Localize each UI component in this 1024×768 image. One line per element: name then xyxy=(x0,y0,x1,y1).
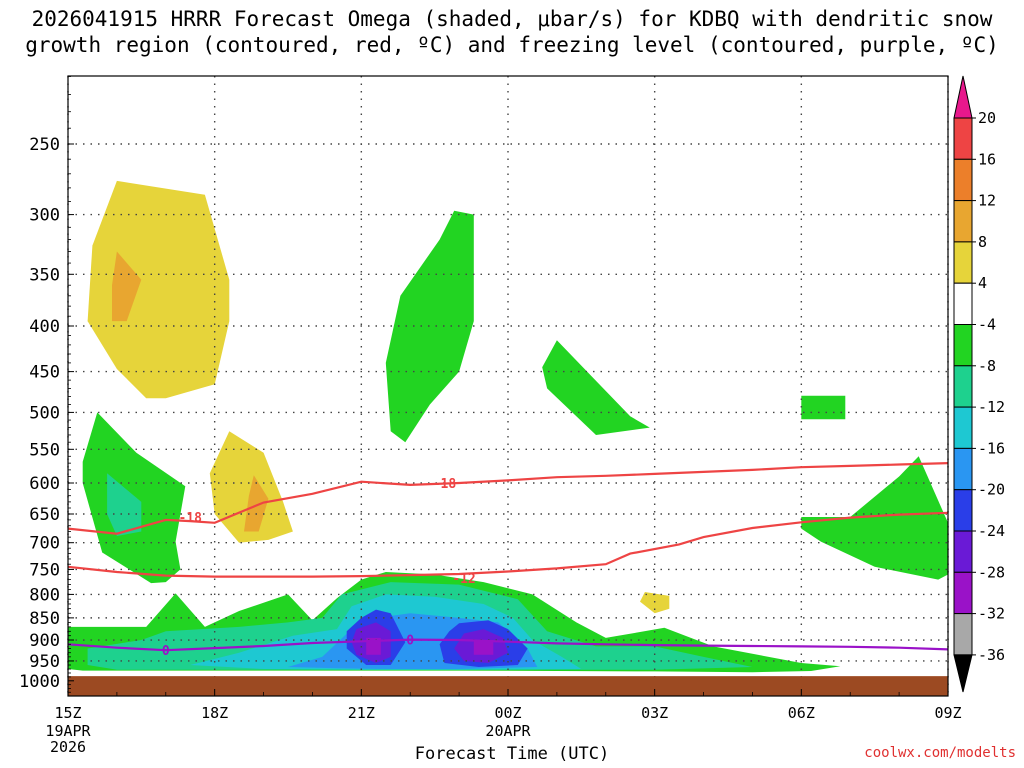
contour-line-2 xyxy=(68,638,948,652)
y-tick-label-450: 450 xyxy=(29,363,60,383)
colorbar-top-arrow xyxy=(953,75,973,119)
colorbar: 20 16 12 8 4 -4 -8 -12 -16 -20 -24 -28 -32 -36 xyxy=(953,75,1005,693)
y-tick-label-600: 600 xyxy=(29,474,60,494)
colorbar-label-8: -16 xyxy=(978,439,1005,457)
shaded-region-8 xyxy=(542,340,650,435)
shaded-region-7 xyxy=(385,210,474,443)
ground-band xyxy=(68,676,948,696)
y-tick-label-800: 800 xyxy=(29,585,60,605)
chart-title-line-1: 2026041915 HRRR Forecast Omega (shaded, … xyxy=(31,7,993,31)
contour-lines xyxy=(68,462,948,652)
y-tick-label-650: 650 xyxy=(29,505,60,525)
x-tick-label-0: 15Z xyxy=(54,704,81,722)
colorbar-band-7 xyxy=(953,365,973,408)
y-tick-label-1000: 1000 xyxy=(19,672,60,692)
y-tick-label-350: 350 xyxy=(29,265,60,285)
colorbar-label-3: 8 xyxy=(978,233,987,251)
x-tick-label-3: 18Z xyxy=(201,704,228,722)
colorbar-label-2: 12 xyxy=(978,192,996,210)
x-tick-label-18: 09Z xyxy=(934,704,961,722)
shaded-region-9 xyxy=(801,395,846,420)
shaded-region-10 xyxy=(801,456,948,580)
colorbar-label-1: 16 xyxy=(978,150,996,168)
colorbar-label-6: -8 xyxy=(978,357,996,375)
colorbar-label-9: -20 xyxy=(978,481,1005,499)
colorbar-band-8 xyxy=(953,406,973,449)
contour-label-0-0: -18 xyxy=(178,511,202,526)
shaded-region-20 xyxy=(473,640,494,655)
contour-labels: -18 -18 -12 0 0 xyxy=(162,477,476,659)
shaded-region-1 xyxy=(112,251,142,322)
colorbar-label-13: -36 xyxy=(978,646,1005,664)
colorbar-band-9 xyxy=(953,447,973,491)
y-axis: 2503003504004505005506006507007508008509… xyxy=(19,76,74,693)
contour-label-1-0: -12 xyxy=(452,572,475,587)
y-tick-label-300: 300 xyxy=(29,206,60,226)
shaded-region-19 xyxy=(366,637,381,655)
x-tick-label-15: 06Z xyxy=(788,704,815,722)
x-sublabel-0-0: 19APR xyxy=(45,722,91,740)
shaded-region-4 xyxy=(640,592,670,614)
colorbar-label-10: -24 xyxy=(978,522,1005,540)
contour-label-2-1: 0 xyxy=(406,634,414,649)
colorbar-label-11: -28 xyxy=(978,563,1005,581)
colorbar-band-5 xyxy=(953,282,973,326)
contour-line-1 xyxy=(68,511,948,578)
colorbar-label-5: -4 xyxy=(978,316,996,334)
colorbar-band-3 xyxy=(953,200,973,243)
colorbar-band-10 xyxy=(953,489,973,532)
y-tick-label-750: 750 xyxy=(29,560,60,580)
y-tick-label-700: 700 xyxy=(29,534,60,554)
shaded-region-6 xyxy=(107,473,142,536)
colorbar-label-12: -32 xyxy=(978,605,1005,623)
x-tick-label-9: 00Z xyxy=(494,704,521,722)
chart-title-line-2: growth region (contoured, red, ºC) and f… xyxy=(25,33,999,57)
colorbar-label-4: 4 xyxy=(978,274,987,292)
contour-line-0 xyxy=(68,462,948,535)
omega-shading xyxy=(68,180,948,673)
colorbar-band-12 xyxy=(953,571,973,615)
contour-label-2-0: 0 xyxy=(162,644,170,659)
y-tick-label-400: 400 xyxy=(29,317,60,337)
x-axis-label: Forecast Time (UTC) xyxy=(414,744,610,764)
colorbar-band-4 xyxy=(953,241,973,284)
colorbar-bottom-arrow xyxy=(953,654,973,693)
colorbar-band-2 xyxy=(953,158,973,202)
colorbar-label-0: 20 xyxy=(978,109,996,127)
contour-label-0-1: -18 xyxy=(433,477,457,492)
colorbar-band-13 xyxy=(953,613,973,656)
colorbar-band-1 xyxy=(953,117,973,160)
x-sublabel-0-1: 2026 xyxy=(50,738,86,756)
colorbar-label-7: -12 xyxy=(978,398,1005,416)
ground xyxy=(68,676,948,696)
x-sublabel-1-0: 20APR xyxy=(485,722,531,740)
y-tick-label-900: 900 xyxy=(29,631,60,651)
y-tick-label-550: 550 xyxy=(29,440,60,460)
credit-text: coolwx.com/modelts xyxy=(864,745,1016,761)
colorbar-band-11 xyxy=(953,530,973,573)
x-tick-label-6: 21Z xyxy=(348,704,375,722)
shaded-region-3 xyxy=(244,475,269,532)
shaded-region-0 xyxy=(87,180,230,399)
x-tick-label-12: 03Z xyxy=(641,704,668,722)
y-tick-label-850: 850 xyxy=(29,609,60,629)
colorbar-band-6 xyxy=(953,324,973,367)
y-tick-label-500: 500 xyxy=(29,403,60,423)
y-tick-label-950: 950 xyxy=(29,652,60,672)
y-tick-label-250: 250 xyxy=(29,135,60,155)
